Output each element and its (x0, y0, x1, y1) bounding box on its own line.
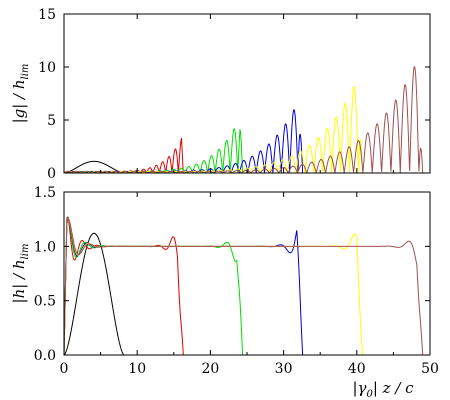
series-line-1 (63, 138, 184, 174)
y-tick-label: 0 (47, 166, 56, 182)
bottom-panel: 0 10 20 30 40 50 0.0 0.5 1.0 1.5 |h| / hlim |γ0| z … (10, 185, 439, 400)
y-tick-label: 15 (38, 7, 56, 23)
series-line-0 (63, 232, 125, 356)
series-line-5 (63, 66, 424, 174)
x-tick-label: 10 (128, 361, 146, 377)
series-line-1 (63, 216, 184, 356)
series-line-2 (63, 216, 244, 356)
x-tick-label: 40 (348, 361, 366, 377)
plot-frame (63, 13, 431, 174)
y-tick-label: 0.0 (34, 348, 56, 364)
series-line-3 (63, 109, 304, 174)
y-axis-title: |g| / hlim (10, 64, 31, 124)
y-axis-title: |h| / hlim (10, 244, 31, 304)
y-tick-label: 5 (47, 113, 56, 129)
x-tick-label: 30 (275, 361, 293, 377)
x-tick-label: 0 (60, 361, 69, 377)
series-line-0 (63, 160, 125, 174)
y-tick-label: 0.5 (34, 294, 56, 310)
series-line-2 (63, 128, 244, 174)
plot-frame (63, 191, 431, 356)
top-panel: 0 5 10 15 |g| / hlim (10, 7, 431, 182)
x-tick-label: 50 (421, 361, 439, 377)
series-line-5 (63, 217, 424, 356)
series-line-3 (63, 217, 304, 356)
x-tick-label: 20 (201, 361, 219, 377)
x-axis-title: |γ0| z / c (352, 379, 414, 400)
y-tick-label: 10 (38, 60, 56, 76)
y-tick-label: 1.5 (34, 185, 56, 201)
y-tick-label: 1.0 (34, 239, 56, 255)
